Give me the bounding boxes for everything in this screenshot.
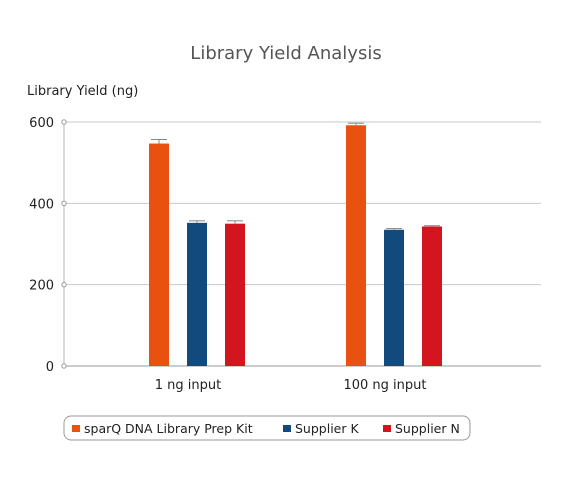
chart-title: Library Yield Analysis [190,43,381,64]
bar [422,226,442,366]
bar [346,125,366,367]
bar [149,143,169,366]
y-tick-marker [61,200,67,207]
y-tick-label: 200 [29,279,54,294]
y-ticks: 0 200 400 600 [29,116,67,375]
y-tick-marker [61,281,67,288]
y-axis-label: Library Yield (ng) [27,84,138,99]
axes [63,122,541,367]
x-category-label: 1 ng input [155,378,221,393]
legend-entry: Supplier K [295,421,359,436]
legend-box [63,415,471,441]
y-tick-label: 400 [29,197,54,212]
x-category-labels: 1 ng input 100 ng input [155,378,427,393]
bars [149,122,442,367]
gridlines [64,121,541,286]
legend: sparQ DNA Library Prep Kit Supplier K Supp… [63,415,471,441]
legend-swatch [72,425,80,432]
y-tick-label: 600 [29,116,54,131]
legend-swatch [283,425,291,432]
bar [225,223,245,366]
y-tick-label: 0 [46,360,54,375]
legend-entry: Supplier N [395,421,460,436]
bar [187,222,207,366]
y-tick-marker [61,363,67,369]
y-tick-marker [61,119,67,125]
legend-swatch [383,425,391,432]
x-category-label: 100 ng input [343,378,426,393]
bar [384,229,404,366]
legend-entry: sparQ DNA Library Prep Kit [84,421,253,436]
